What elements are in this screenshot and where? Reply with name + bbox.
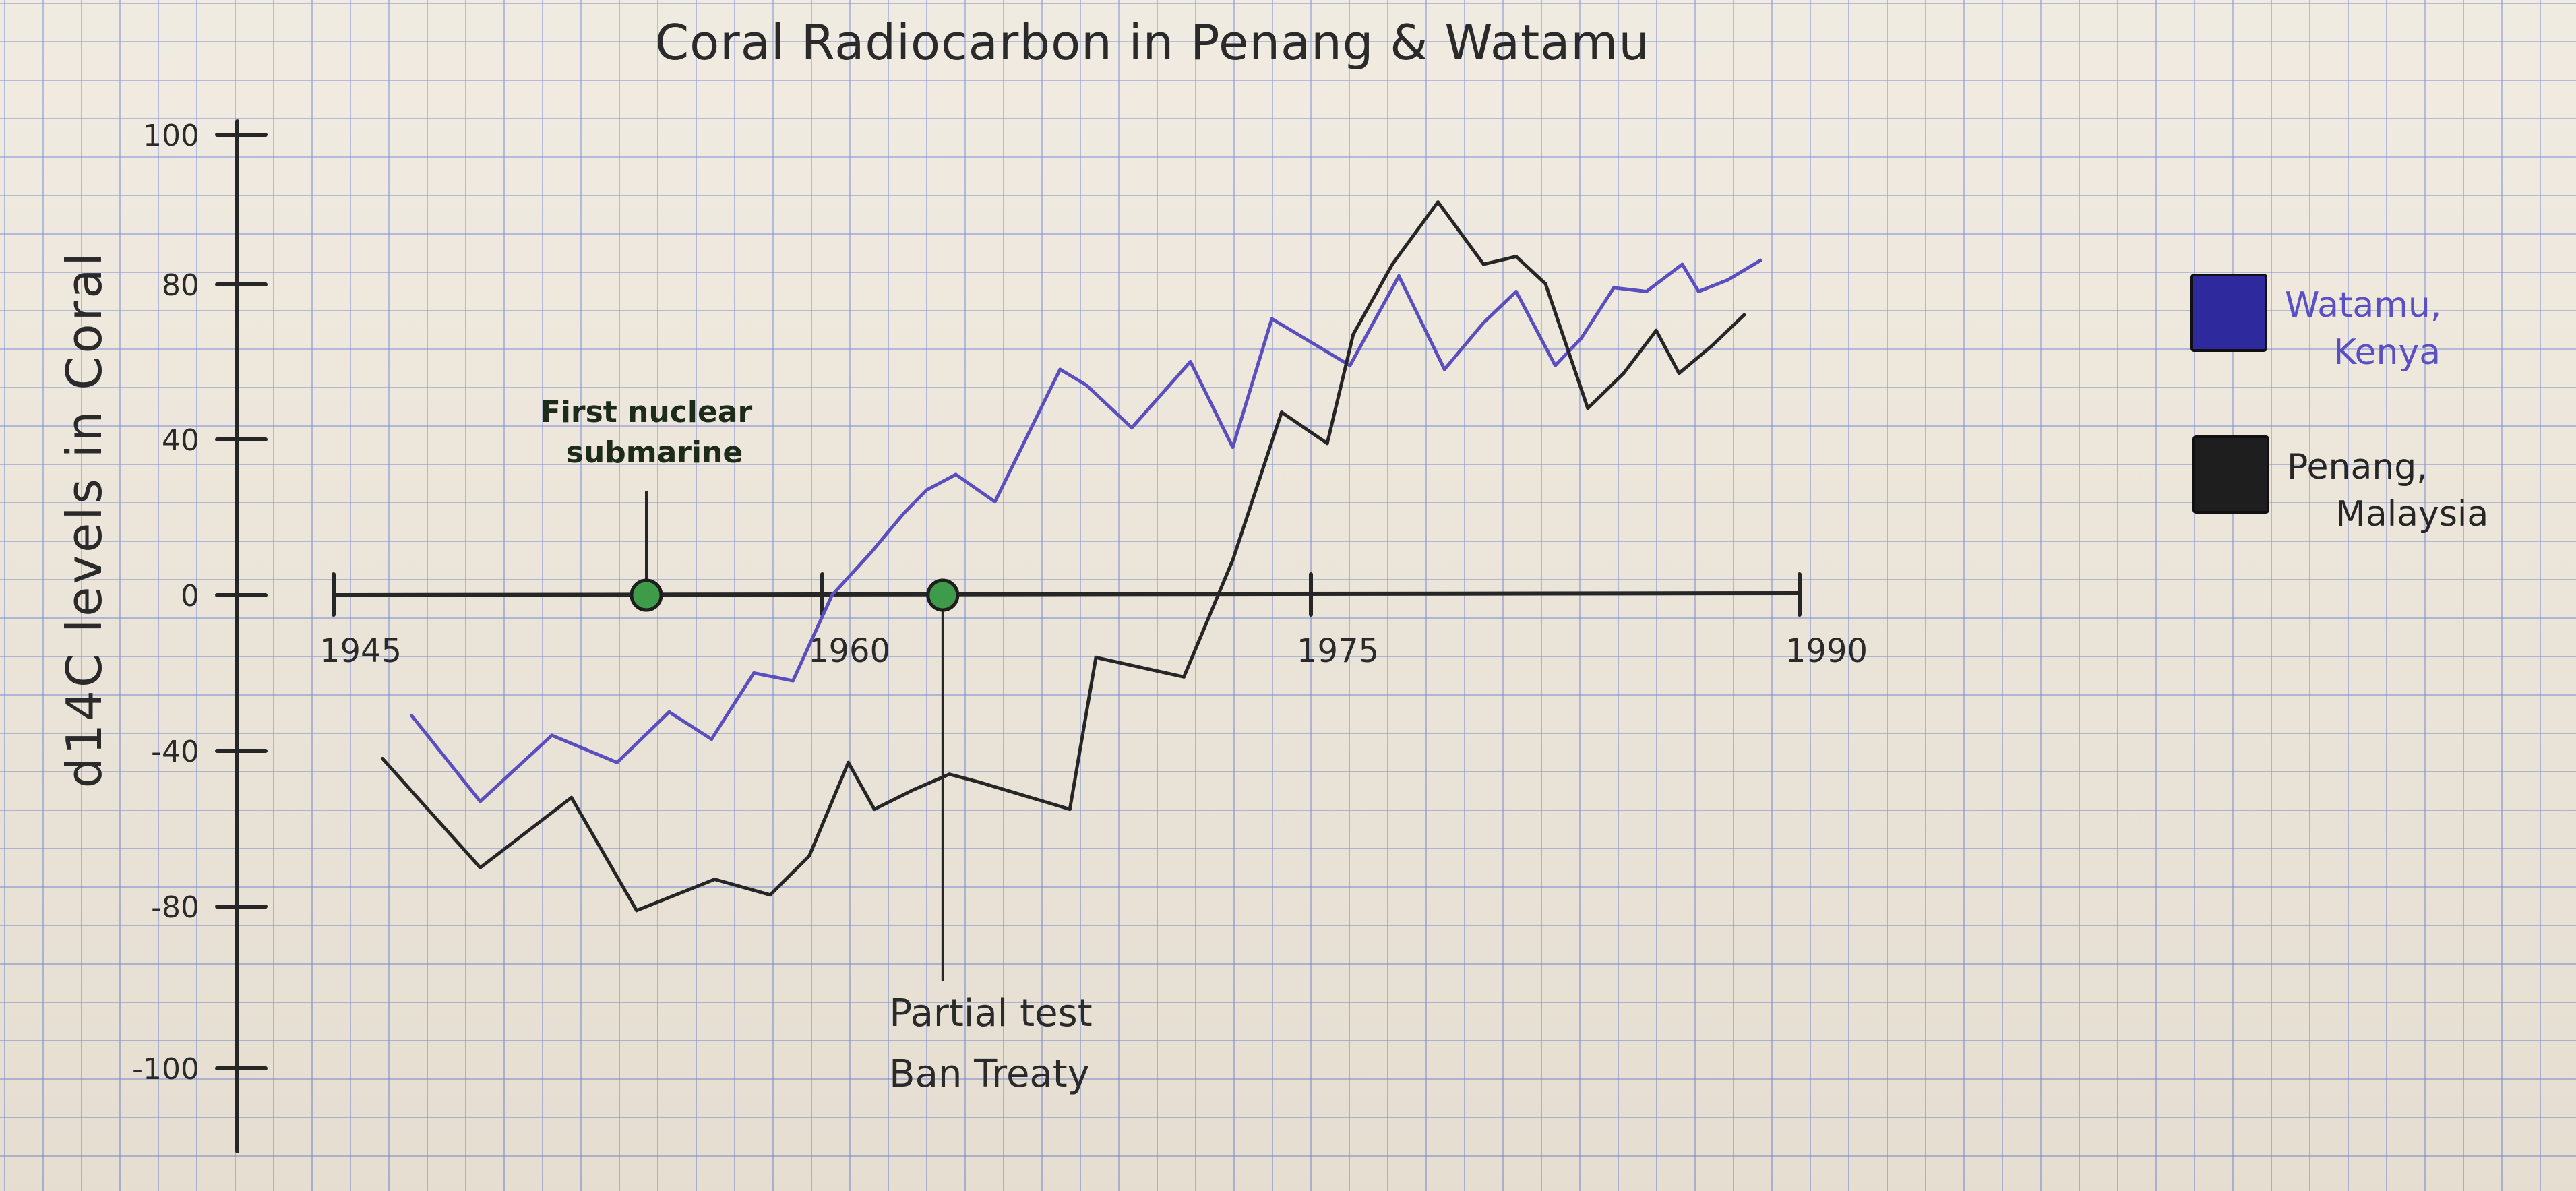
data-point-penang [1436,200,1440,204]
data-point-penang [381,757,384,760]
data-point-penang [807,854,811,858]
data-point-watamu [869,551,873,554]
data-point-penang [713,878,716,882]
legend-swatch [2192,435,2269,514]
data-point-watamu [830,593,834,597]
data-point-penang [1543,282,1547,286]
data-point-penang [847,760,851,764]
axes: 100 80 40 0 -40 -80 -100 1945 1960 1975 1990 [132,119,1868,1153]
data-point-watamu [1514,290,1518,293]
data-point-penang [1231,558,1235,562]
data-point-watamu [1696,290,1700,293]
data-point-watamu [752,671,756,675]
data-point-watamu [1481,321,1485,325]
y-tick-label: 100 [143,119,200,153]
data-point-watamu [1726,278,1730,282]
data-point-penang [1622,371,1626,375]
data-point-penang [1325,441,1329,446]
data-point-penang [1094,655,1098,659]
annotation-label-treaty: Partial test [889,991,1092,1035]
x-axis-line [332,591,1802,597]
data-point-watamu [993,499,997,503]
data-point-watamu [1130,426,1134,430]
legend-label: Penang, [2287,447,2428,487]
data-point-watamu [1348,363,1352,367]
x-tick-label: 1990 [1785,632,1868,670]
data-point-penang [1068,807,1072,812]
data-point-watamu [925,488,929,492]
data-point-penang [872,807,876,812]
data-point-watamu [791,679,795,683]
data-point-watamu [1270,317,1274,321]
annotation-label-treaty: Ban Treaty [889,1052,1090,1096]
data-point-watamu [615,760,619,764]
data-point-watamu [1612,286,1616,290]
data-point-penang [570,795,574,799]
data-point-watamu [1058,367,1062,371]
data-point-watamu [1680,262,1684,266]
legend-label: Watamu, [2285,285,2441,326]
data-point-penang [1280,410,1283,415]
data-point-watamu [1554,363,1557,367]
data-point-penang [768,893,772,897]
x-tick-label: 1960 [808,632,890,670]
data-point-watamu [1026,433,1029,437]
data-point-watamu [667,710,671,714]
data-point-penang [1351,332,1355,336]
chart-title: Coral Radiocarbon in Penang & Watamu [655,14,1650,71]
data-point-penang [948,772,951,776]
legend-label: Malaysia [2335,494,2488,535]
data-point-watamu [1758,258,1762,262]
data-point-penang [1677,371,1681,375]
data-point-watamu [1645,290,1649,293]
data-point-penang [911,788,915,792]
series-layer [381,200,1762,913]
legend-label: Kenya [2333,332,2441,373]
y-tick-label: -40 [151,735,200,769]
data-point-watamu [1231,446,1235,449]
data-point-penang [1182,675,1186,679]
data-point-watamu [954,472,958,477]
x-tick-label: 1945 [319,632,402,670]
data-point-watamu [1084,383,1088,387]
annotation-marker-treaty [926,578,960,612]
data-point-penang [1742,313,1746,317]
data-point-watamu [902,512,906,516]
x-tick-label: 1975 [1297,632,1379,670]
annotation-label-submarine: First nuclear [541,395,753,429]
data-point-penang [1654,328,1658,332]
data-point-watamu [479,799,482,803]
y-tick-label: 40 [162,423,200,458]
data-point-watamu [1188,360,1192,363]
y-tick-label: 80 [162,268,200,303]
legend-swatch [2190,274,2267,352]
y-tick-label: -100 [132,1052,200,1087]
data-point-watamu [410,714,414,718]
y-tick-label: -80 [151,890,200,925]
data-point-penang [1481,262,1485,266]
data-point-watamu [710,737,714,741]
annotation-marker-submarine [630,578,663,612]
data-point-penang [977,780,981,784]
data-point-penang [1514,255,1518,259]
data-point-watamu [1316,344,1320,348]
data-point-watamu [1579,336,1583,340]
annotation-label-submarine: submarine [566,435,743,470]
legend: Watamu, Kenya Penang, Malaysia [2190,274,2488,535]
data-point-penang [1390,262,1394,266]
data-point-watamu [1442,367,1446,371]
y-axis-label: d14C levels in Coral [56,250,113,789]
data-point-penang [479,865,482,869]
data-point-penang [1710,344,1713,348]
data-point-penang [1586,406,1590,410]
series-line-penang [381,200,1746,913]
data-point-watamu [1397,274,1401,278]
data-point-watamu [550,733,554,737]
annotation-layer: First nuclear submarine Partial test Ban Tr… [541,395,1093,1096]
y-tick-label: 0 [181,579,200,613]
data-point-penang [635,909,638,913]
